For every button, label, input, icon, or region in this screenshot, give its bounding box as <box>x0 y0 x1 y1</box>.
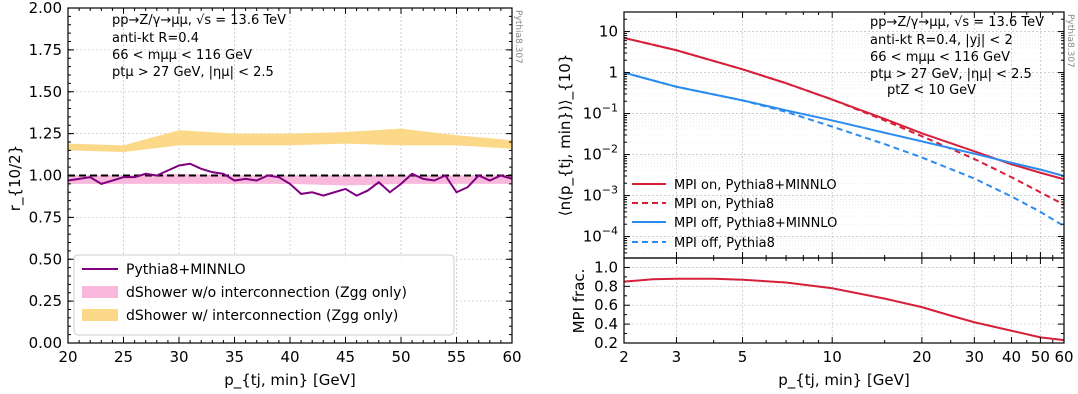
rt-ytick-exponent: −3 <box>602 184 618 197</box>
right-bottom-panel: 0.20.40.60.81.0 2 3 5 10 20 30 40 50 60 MPI frac.… <box>570 257 1074 390</box>
rb-xtick-label: 5 <box>738 348 748 366</box>
left-annotation-muon: ptμ > 27 GeV, |ημ| < 2.5 <box>112 65 274 80</box>
rb-xtick-label: 60 <box>1054 348 1073 366</box>
left-annotation-mass: 66 < mμμ < 116 GeV <box>112 48 252 63</box>
rt-ytick-label: 10−4 <box>583 225 618 246</box>
legend-swatch-dshower-no-ic <box>82 286 118 298</box>
rb-xtick-label: 30 <box>965 348 984 366</box>
left-ytick-label: 1.50 <box>29 83 62 101</box>
left-xtick-label: 45 <box>336 348 355 366</box>
left-ytick-label: 1.25 <box>29 125 62 143</box>
rb-ytick-label: 0.6 <box>594 296 618 314</box>
rb-xtick-label: 20 <box>912 348 931 366</box>
right-top-lines <box>623 36 1065 227</box>
left-annotations: pp→Z/γ→μμ, √s = 13.6 TeV anti-kt R=0.4 6… <box>112 13 286 80</box>
right-annotation-process: pp→Z/γ→μμ, √s = 13.6 TeV <box>870 15 1044 30</box>
left-annotation-process: pp→Z/γ→μμ, √s = 13.6 TeV <box>112 13 286 28</box>
right-bottom-plot-frame <box>623 257 1065 344</box>
rb-ytick-label: 0.2 <box>594 334 618 352</box>
rt-line-1 <box>623 36 1065 206</box>
right-annotation-muon: ptμ > 27 GeV, |ημ| < 2.5 <box>870 67 1032 82</box>
legend-swatch-dshower-ic <box>82 309 118 321</box>
legend-label-mpi-on-pythia: MPI on, Pythia8 <box>674 197 774 212</box>
legend-label-mpi-on-minnlo: MPI on, Pythia8+MINNLO <box>674 178 837 193</box>
left-xtick-label: 25 <box>114 348 133 366</box>
rb-xtick-label: 2 <box>619 348 629 366</box>
legend-label-minnlo: Pythia8+MINNLO <box>126 262 246 278</box>
left-ticks: 20 25 30 35 40 45 50 55 60 0.00 0.25 0.50 0.75 1.00 1.… <box>29 0 522 366</box>
left-watermark: Pythia8.307 <box>513 10 523 64</box>
rt-ytick-exponent: −4 <box>602 225 618 238</box>
rb-xtick-label: 40 <box>1002 348 1021 366</box>
rt-line-0 <box>623 36 1065 181</box>
rt-ytick-label: 1 <box>608 64 618 82</box>
left-ytick-label: 0.00 <box>29 334 62 352</box>
left-ytick-label: 2.00 <box>29 0 62 17</box>
rt-ytick-label: 10−1 <box>583 102 618 123</box>
rt-line-3 <box>623 71 1065 227</box>
right-top-ylabel: ⟨n(p_{tj, min})⟩_{10} <box>556 54 575 217</box>
right-bottom-ylabel: MPI frac. <box>570 269 588 334</box>
right-annotation-ptz: ptZ < 10 GeV <box>887 83 976 98</box>
rt-line-2 <box>623 71 1065 177</box>
legend-label-dshower-no-ic: dShower w/o interconnection (Zgg only) <box>126 285 407 301</box>
left-panel: 20 25 30 35 40 45 50 55 60 0.00 0.25 0.50 0.75 1.00 1.… <box>6 0 523 390</box>
rt-ytick-label: 10−2 <box>583 143 618 164</box>
left-xlabel: p_{tj, min} [GeV] <box>224 371 356 390</box>
rb-xtick-label: 50 <box>1031 348 1050 366</box>
left-line-minnlo <box>67 162 513 197</box>
left-ytick-label: 0.50 <box>29 250 62 268</box>
right-watermark: Pythia8.307 <box>1065 14 1075 68</box>
right-annotation-jet: anti-kt R=0.4, |yj| < 2 <box>870 33 1013 48</box>
left-xtick-label: 20 <box>58 348 77 366</box>
legend-label-mpi-off-pythia: MPI off, Pythia8 <box>674 236 775 251</box>
rb-ytick-label: 0.8 <box>594 277 618 295</box>
legend-label-mpi-off-minnlo: MPI off, Pythia8+MINNLO <box>674 216 837 231</box>
right-top-panel: 10−4 10−3 10−2 10−1 1 10 ⟨n(p_{tj, min})⟩_{10… <box>556 11 1075 259</box>
rb-ytick-label: 0.4 <box>594 315 618 333</box>
left-xtick-label: 55 <box>447 348 466 366</box>
left-xtick-label: 40 <box>280 348 299 366</box>
left-xtick-label: 35 <box>225 348 244 366</box>
rb-xtick-label: 10 <box>823 348 842 366</box>
right-xlabel: p_{tj, min} [GeV] <box>778 371 910 390</box>
left-lines <box>67 162 513 197</box>
left-legend-frame <box>73 254 455 336</box>
left-band-2 <box>68 128 512 153</box>
left-xtick-label: 60 <box>502 348 521 366</box>
left-ytick-label: 0.25 <box>29 292 62 310</box>
left-ytick-label: 1.75 <box>29 41 62 59</box>
left-annotation-jet: anti-kt R=0.4 <box>112 31 199 46</box>
left-xtick-label: 50 <box>391 348 410 366</box>
rt-ytick-label: 10 <box>599 23 618 41</box>
left-xtick-label: 30 <box>169 348 188 366</box>
right-annotation-mass: 66 < mμμ < 116 GeV <box>870 50 1010 65</box>
right-bottom-ticks: 0.20.40.60.81.0 2 3 5 10 20 30 40 50 60 <box>594 257 1074 366</box>
right-legend: MPI on, Pythia8+MINNLO MPI on, Pythia8 M… <box>632 178 837 251</box>
right-bottom-grid <box>623 258 1065 344</box>
right-bottom-lines <box>623 277 1065 342</box>
rt-ytick-exponent: −2 <box>602 143 618 156</box>
rt-ytick-exponent: −1 <box>602 102 618 115</box>
rb-xtick-label: 3 <box>672 348 682 366</box>
left-legend: Pythia8+MINNLO dShower w/o interconnecti… <box>73 254 455 336</box>
rt-ytick-label: 10−3 <box>583 184 618 205</box>
right-annotations: pp→Z/γ→μμ, √s = 13.6 TeV anti-kt R=0.4, … <box>870 15 1044 98</box>
rb-line-mpi-frac <box>623 277 1065 342</box>
left-ytick-label: 0.75 <box>29 208 62 226</box>
left-ylabel: r_{10/2} <box>6 145 25 211</box>
rb-ytick-label: 1.0 <box>594 258 618 276</box>
left-ytick-label: 1.00 <box>29 167 62 185</box>
legend-label-dshower-ic: dShower w/ interconnection (Zgg only) <box>126 308 398 324</box>
